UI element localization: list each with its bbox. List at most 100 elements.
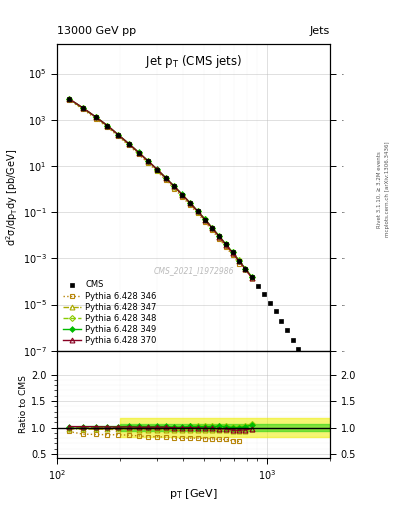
Pythia 6.428 348 [180,191,185,198]
Pythia 6.428 370 [94,114,98,120]
Pythia 6.428 347 [203,217,208,223]
Pythia 6.428 370 [230,250,235,256]
Pythia 6.428 370 [249,274,254,281]
Pythia 6.428 370 [116,132,121,138]
CMS [116,132,121,138]
Legend: CMS, Pythia 6.428 346, Pythia 6.428 347, Pythia 6.428 348, Pythia 6.428 349, Pyt: CMS, Pythia 6.428 346, Pythia 6.428 347,… [61,279,158,347]
Pythia 6.428 349 [249,274,254,280]
Pythia 6.428 370 [237,258,241,264]
Pythia 6.428 348 [127,141,131,147]
Pythia 6.428 349 [224,241,228,247]
Pythia 6.428 370 [146,158,151,164]
Pythia 6.428 346 [195,210,200,217]
Line: Pythia 6.428 349: Pythia 6.428 349 [67,97,254,279]
Pythia 6.428 348 [66,96,71,102]
Pythia 6.428 346 [237,261,241,267]
CMS [290,336,295,343]
Pythia 6.428 370 [187,200,192,206]
Pythia 6.428 347 [127,141,131,147]
CMS [224,241,228,247]
CMS [267,300,272,306]
Pythia 6.428 349 [203,216,208,222]
Pythia 6.428 348 [146,158,151,164]
Pythia 6.428 349 [180,191,185,198]
CMS [136,150,141,156]
Pythia 6.428 349 [81,105,85,111]
CMS [146,158,151,164]
CMS [317,387,322,393]
Pythia 6.428 347 [81,105,85,112]
Pythia 6.428 370 [195,208,200,215]
Pythia 6.428 348 [237,258,241,264]
Pythia 6.428 346 [146,160,151,166]
Text: Jets: Jets [310,26,330,36]
Pythia 6.428 349 [210,225,215,231]
CMS [187,200,192,206]
Pythia 6.428 348 [224,241,228,247]
Pythia 6.428 346 [217,236,222,242]
Pythia 6.428 348 [195,208,200,214]
Pythia 6.428 347 [210,225,215,231]
Pythia 6.428 346 [94,116,98,122]
Text: CMS_2021_I1972986: CMS_2021_I1972986 [153,266,234,275]
Pythia 6.428 347 [116,132,121,138]
Pythia 6.428 346 [230,252,235,259]
Pythia 6.428 370 [155,166,160,173]
Pythia 6.428 347 [136,150,141,156]
Pythia 6.428 349 [146,158,151,164]
Pythia 6.428 349 [136,150,141,156]
Pythia 6.428 348 [163,175,168,181]
Pythia 6.428 348 [210,224,215,230]
Pythia 6.428 349 [155,166,160,173]
CMS [279,317,284,324]
Pythia 6.428 348 [136,150,141,156]
Pythia 6.428 348 [203,216,208,222]
Pythia 6.428 370 [66,96,71,102]
Pythia 6.428 349 [217,233,222,239]
Pythia 6.428 346 [81,106,85,113]
Pythia 6.428 349 [127,141,131,147]
Pythia 6.428 347 [172,184,176,190]
Pythia 6.428 347 [146,159,151,165]
Pythia 6.428 348 [230,249,235,255]
Pythia 6.428 349 [187,200,192,206]
Pythia 6.428 370 [243,266,248,272]
CMS [203,217,208,223]
Pythia 6.428 370 [203,217,208,223]
CMS [255,283,260,289]
CMS [249,274,254,281]
CMS [237,258,241,264]
X-axis label: $\mathrm{p_T}$ [GeV]: $\mathrm{p_T}$ [GeV] [169,486,218,501]
Pythia 6.428 348 [217,233,222,239]
Pythia 6.428 349 [230,249,235,255]
Pythia 6.428 348 [172,183,176,189]
Pythia 6.428 347 [237,258,241,264]
Pythia 6.428 349 [105,122,110,129]
Pythia 6.428 349 [94,114,98,120]
Pythia 6.428 370 [172,183,176,189]
Pythia 6.428 346 [163,177,168,183]
Pythia 6.428 348 [81,105,85,111]
Pythia 6.428 349 [195,208,200,214]
Y-axis label: Ratio to CMS: Ratio to CMS [19,375,28,434]
CMS [230,249,235,255]
Pythia 6.428 347 [243,266,248,272]
CMS [127,141,131,147]
Pythia 6.428 370 [224,242,228,248]
Pythia 6.428 346 [136,151,141,157]
Pythia 6.428 349 [163,175,168,181]
Pythia 6.428 347 [94,114,98,120]
CMS [210,225,215,231]
Pythia 6.428 347 [195,208,200,215]
CMS [285,327,290,333]
Line: Pythia 6.428 348: Pythia 6.428 348 [67,97,254,279]
Pythia 6.428 346 [105,124,110,130]
CMS [243,266,248,272]
Pythia 6.428 347 [249,274,254,281]
Pythia 6.428 370 [180,191,185,198]
CMS [312,376,317,382]
Text: mcplots.cern.ch [arXiv:1306.3436]: mcplots.cern.ch [arXiv:1306.3436] [385,142,389,237]
Pythia 6.428 348 [105,123,110,129]
CMS [307,366,311,372]
CMS [301,356,306,362]
